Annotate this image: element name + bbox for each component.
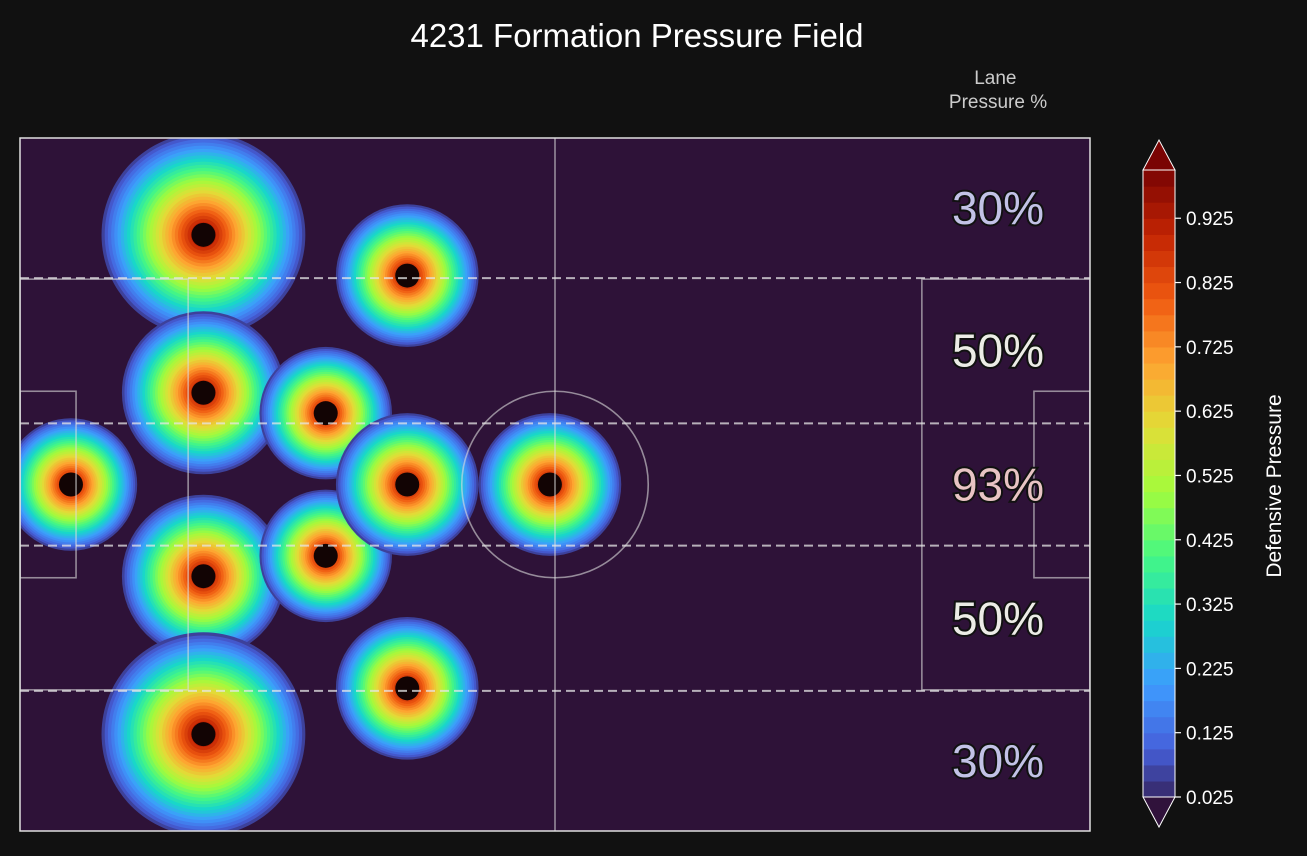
colorbar-segment <box>1143 475 1175 493</box>
colorbar-segment <box>1143 282 1175 300</box>
colorbar-segment <box>1143 250 1175 268</box>
colorbar-segment <box>1143 330 1175 348</box>
colorbar-segment <box>1143 443 1175 460</box>
player-marker <box>191 722 216 747</box>
colorbar-segment <box>1143 604 1175 621</box>
colorbar-segment <box>1143 732 1175 750</box>
colorbar-segment <box>1143 780 1175 798</box>
lane-pressure-label: 30% <box>952 182 1044 234</box>
player-marker <box>313 401 338 426</box>
player-marker <box>395 472 420 497</box>
colorbar-segment <box>1143 491 1175 509</box>
lane-header: Lane Pressure % <box>949 68 1047 113</box>
colorbar-segment <box>1143 186 1175 203</box>
colorbar-segment <box>1143 684 1175 702</box>
player-marker <box>537 472 562 497</box>
colorbar-segment <box>1143 395 1175 412</box>
player-marker <box>395 676 420 701</box>
colorbar-segment <box>1143 555 1175 573</box>
colorbar-segment <box>1143 362 1175 380</box>
colorbar-tick-label: 0.025 <box>1186 788 1234 809</box>
lane-pressure-label: 30% <box>952 735 1044 787</box>
colorbar-tick-label: 0.125 <box>1186 724 1234 745</box>
colorbar-tick-label: 0.225 <box>1186 659 1234 680</box>
player-pressure-zone <box>121 494 285 658</box>
player-marker <box>313 543 338 568</box>
colorbar-segment <box>1143 346 1175 364</box>
colorbar-segment <box>1143 202 1175 219</box>
player-marker <box>191 380 216 405</box>
colorbar-segment <box>1143 459 1175 477</box>
colorbar-segment <box>1143 748 1175 766</box>
center-circle <box>460 390 650 579</box>
heatmap-layer <box>20 138 622 831</box>
pitch-frame <box>19 137 1091 832</box>
colorbar-extend-max <box>1142 138 1176 171</box>
colorbar-segment <box>1143 427 1175 444</box>
lane-pressure-label: 93% <box>952 459 1044 511</box>
lane-dividers <box>20 277 1090 692</box>
colorbar-segment <box>1143 539 1175 557</box>
player-marker <box>191 564 216 589</box>
colorbar-segment <box>1143 379 1175 396</box>
colorbar-segment <box>1143 266 1175 284</box>
colorbar-segment <box>1143 298 1175 316</box>
colorbar-segment <box>1143 314 1175 332</box>
colorbar: 0.025 0.125 0.225 0.325 0.425 0.525 0.625 0.725… <box>1142 138 1234 829</box>
lane-header-line2: Pressure % <box>949 92 1047 113</box>
colorbar-tick-label: 0.325 <box>1186 595 1234 616</box>
colorbar-segment <box>1143 652 1175 669</box>
colorbar-segment <box>1143 764 1175 782</box>
colorbar-segment <box>1143 620 1175 637</box>
lane-pressure-label: 50% <box>952 592 1044 644</box>
colorbar-segment <box>1143 234 1175 251</box>
colorbar-segment <box>1143 507 1175 525</box>
lane-header-line1: Lane <box>974 68 1016 89</box>
colorbar-tick-label: 0.625 <box>1186 402 1234 423</box>
colorbar-extend-min <box>1142 796 1176 829</box>
colorbar-frame <box>1142 169 1176 798</box>
colorbar-segment <box>1143 523 1175 541</box>
penalty-box-left <box>20 278 189 691</box>
lane-pressure-label: 50% <box>952 325 1044 377</box>
colorbar-tick-label: 0.425 <box>1186 531 1234 552</box>
colorbar-segment <box>1143 668 1175 686</box>
lane-labels: 30% 50% 93% 50% 30% <box>950 180 1046 789</box>
colorbar-segment <box>1143 411 1175 428</box>
colorbar-segment <box>1143 636 1175 653</box>
player-marker <box>395 263 420 288</box>
colorbar-segment <box>1143 571 1175 589</box>
colorbar-label: Defensive Pressure <box>1263 394 1286 577</box>
colorbar-segment <box>1143 218 1175 235</box>
player-marker <box>191 222 216 247</box>
player-marker <box>58 472 83 497</box>
colorbar-segment <box>1143 700 1175 718</box>
colorbar-tick-label: 0.525 <box>1186 466 1234 487</box>
colorbar-segment <box>1143 588 1175 605</box>
goal-area-right <box>1033 390 1090 579</box>
colorbar-segment <box>1143 716 1175 734</box>
player-pressure-zone <box>20 418 138 551</box>
goal-area-left <box>20 390 77 579</box>
colorbar-tick-label: 0.825 <box>1186 274 1234 295</box>
colorbar-tick-label: 0.925 <box>1186 209 1234 230</box>
colorbar-tick-label: 0.725 <box>1186 338 1234 359</box>
chart-title: 4231 Formation Pressure Field <box>410 17 863 54</box>
colorbar-segment <box>1143 170 1175 187</box>
